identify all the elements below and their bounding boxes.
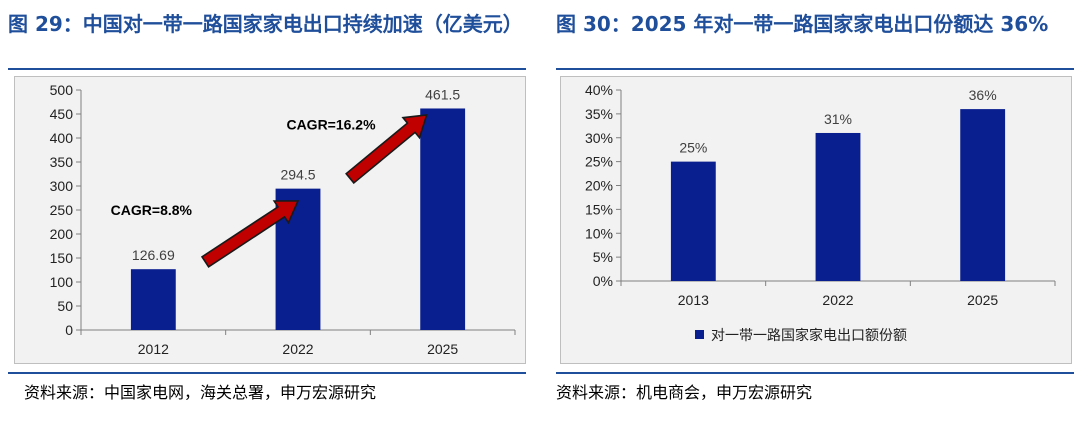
left-chart-data-label: 461.5 — [425, 86, 460, 102]
left-bar-chart: 0 50 100 150 200 250 300 350 400 450 500 126.69 2012… — [50, 82, 516, 357]
left-chart-data-label: 126.69 — [132, 247, 175, 263]
right-bar-chart: 0% 5% 10% 15% 20% 25% 30% 35% 40% 25% 2013 31% 2022 3… — [585, 82, 1056, 344]
left-chart-y-tick-label: 150 — [50, 250, 74, 266]
left-chart-y-tick-label: 50 — [57, 298, 73, 314]
left-source-rule — [8, 372, 526, 374]
right-chart-y-tick-label: 5% — [593, 249, 613, 265]
left-chart-x-tick-label: 2022 — [282, 341, 313, 357]
right-source-note: 资料来源：机电商会，申万宏源研究 — [556, 383, 813, 402]
right-chart-bar — [815, 132, 861, 281]
left-chart-data-label: 294.5 — [280, 167, 315, 183]
right-chart-x-tick-label: 2013 — [678, 292, 709, 308]
right-chart-y-tick-label: 40% — [585, 82, 613, 98]
right-chart-data-label: 31% — [824, 111, 852, 127]
left-figure-panel: 图 29：中国对一带一路国家家电出口持续加速（亿美元） 0 50 100 150 200… — [0, 0, 530, 421]
right-chart-y-tick-label: 35% — [585, 106, 613, 122]
growth-arrow — [345, 114, 428, 185]
left-chart-area: 0 50 100 150 200 250 300 350 400 450 500 126.69 2012… — [14, 76, 526, 364]
right-figure-title: 图 30：2025 年对一带一路国家家电出口份额达 36% — [556, 12, 1049, 36]
left-chart-bar — [130, 269, 176, 330]
right-chart-y-tick-label: 0% — [593, 273, 613, 289]
left-chart-bar — [420, 108, 466, 330]
left-chart-y-tick-label: 450 — [50, 106, 74, 122]
legend-swatch — [695, 330, 704, 339]
legend-label: 对一带一路国家家电出口额份额 — [711, 327, 907, 344]
right-chart-data-label: 36% — [969, 87, 997, 103]
left-figure-title: 图 29：中国对一带一路国家家电出口持续加速（亿美元） — [8, 12, 523, 36]
left-chart-y-tick-label: 200 — [50, 226, 74, 242]
left-source-note: 资料来源：中国家电网，海关总署，申万宏源研究 — [24, 383, 377, 402]
right-chart-y-tick-label: 20% — [585, 178, 613, 194]
left-chart-y-tick-label: 500 — [50, 82, 74, 98]
right-chart-bar — [960, 109, 1006, 281]
left-chart-y-tick-label: 400 — [50, 130, 74, 146]
right-chart-y-tick-label: 15% — [585, 201, 613, 217]
left-title-rule — [8, 68, 526, 70]
left-chart-y-tick-label: 100 — [50, 274, 74, 290]
right-title-rule — [556, 68, 1074, 70]
left-chart-y-tick-label: 350 — [50, 154, 74, 170]
right-figure-panel: 图 30：2025 年对一带一路国家家电出口份额达 36% 0% 5% 10% 15%… — [552, 0, 1080, 421]
left-chart-x-tick-label: 2025 — [427, 341, 458, 357]
right-chart-y-tick-label: 25% — [585, 154, 613, 170]
right-chart-x-tick-label: 2022 — [822, 292, 853, 308]
right-chart-area: 0% 5% 10% 15% 20% 25% 30% 35% 40% 25% 2013 31% 2022 3… — [560, 76, 1072, 364]
right-chart-y-tick-label: 30% — [585, 130, 613, 146]
left-chart-y-tick-label: 300 — [50, 178, 74, 194]
left-chart-y-tick-label: 0 — [65, 322, 73, 338]
cagr-annotation: CAGR=16.2% — [286, 117, 376, 133]
right-chart-y-tick-label: 10% — [585, 225, 613, 241]
left-chart-y-tick-label: 250 — [50, 202, 74, 218]
cagr-annotation: CAGR=8.8% — [111, 202, 193, 218]
right-chart-x-tick-label: 2025 — [967, 292, 998, 308]
right-source-rule — [556, 372, 1074, 374]
right-chart-data-label: 25% — [679, 140, 707, 156]
left-chart-x-tick-label: 2012 — [138, 341, 169, 357]
right-chart-bar — [670, 161, 716, 281]
growth-arrow — [200, 200, 300, 268]
